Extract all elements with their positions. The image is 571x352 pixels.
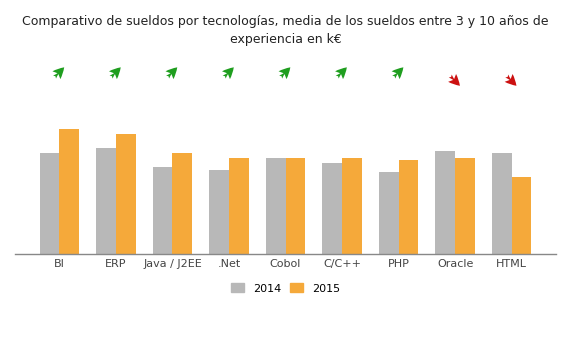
- Bar: [59, 129, 79, 254]
- Bar: [152, 167, 172, 254]
- Bar: [39, 153, 59, 254]
- Bar: [266, 158, 286, 254]
- Legend: 2014, 2015: 2014, 2015: [226, 279, 345, 298]
- Bar: [399, 160, 419, 254]
- Bar: [435, 151, 455, 254]
- Bar: [229, 158, 249, 254]
- Bar: [172, 153, 192, 254]
- Bar: [379, 172, 399, 254]
- Bar: [512, 177, 532, 254]
- Bar: [96, 148, 116, 254]
- Bar: [116, 134, 136, 254]
- Bar: [342, 158, 362, 254]
- Bar: [209, 170, 229, 254]
- Bar: [455, 158, 475, 254]
- Bar: [492, 153, 512, 254]
- Bar: [286, 158, 305, 254]
- Bar: [322, 163, 342, 254]
- Title: Comparativo de sueldos por tecnologías, media de los sueldos entre 3 y 10 años d: Comparativo de sueldos por tecnologías, …: [22, 15, 549, 46]
